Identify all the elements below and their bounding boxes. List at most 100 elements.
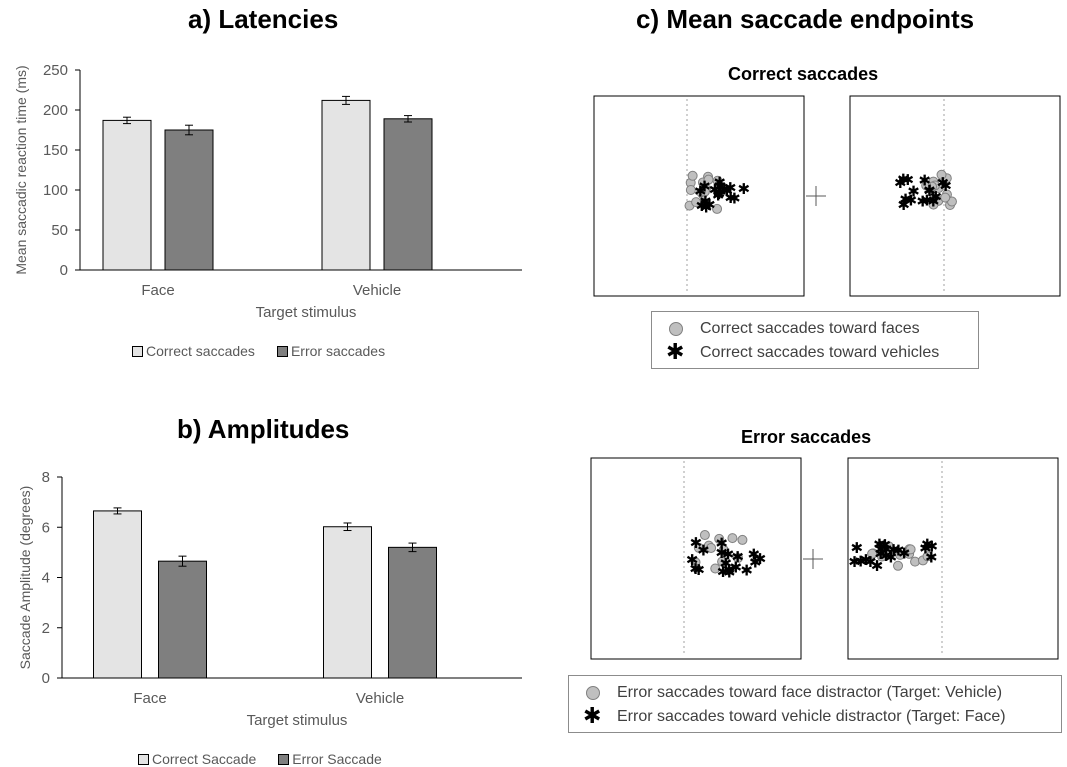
face-endpoint-marker — [867, 548, 878, 559]
x-tick-label: Vehicle — [353, 282, 401, 299]
vehicle-endpoint-marker: ✱ — [689, 560, 702, 578]
y-tick-label: 2 — [42, 620, 50, 637]
face-endpoint-marker — [922, 551, 933, 562]
legend-label-error-vehicle: Error saccades toward vehicle distractor… — [617, 708, 1006, 725]
face-endpoint-marker — [699, 530, 710, 541]
asterisk-marker-icon: ✱ — [666, 339, 685, 364]
face-endpoint-marker — [710, 563, 721, 574]
face-endpoint-marker — [940, 192, 951, 203]
bar — [321, 99, 371, 271]
vehicle-endpoint-marker: ✱ — [703, 196, 716, 214]
y-tick-label: 4 — [42, 570, 50, 587]
vehicle-endpoint-marker: ✱ — [929, 188, 942, 206]
face-endpoint-marker — [737, 534, 748, 545]
face-endpoint-marker — [691, 197, 702, 208]
face-endpoint-marker — [687, 170, 698, 181]
y-tick-label: 100 — [43, 182, 68, 199]
vehicle-endpoint-marker: ✱ — [871, 557, 884, 575]
face-endpoint-marker — [712, 203, 723, 214]
face-endpoint-marker — [893, 560, 904, 571]
vehicle-endpoint-marker: ✱ — [724, 189, 737, 207]
legend-label-correct: Correct saccades — [146, 343, 255, 359]
bar — [323, 526, 372, 679]
vehicle-endpoint-marker: ✱ — [724, 179, 737, 197]
y-tick-label: 6 — [42, 519, 50, 536]
face-endpoint-marker — [928, 199, 939, 210]
correct-endpoints-legend: Correct saccades toward faces ✱ Correct … — [651, 311, 979, 369]
bar — [158, 560, 207, 679]
x-tick-label: Face — [133, 690, 166, 707]
face-endpoint-marker — [706, 542, 717, 553]
x-axis-label: Target stimulus — [256, 304, 357, 321]
vehicle-endpoint-marker: ✱ — [854, 552, 867, 570]
legend-swatch-correct-saccade — [138, 753, 149, 765]
vehicle-endpoint-marker: ✱ — [714, 178, 727, 196]
vehicle-endpoint-marker: ✱ — [916, 193, 929, 211]
face-endpoint-marker — [717, 556, 728, 567]
face-endpoint-marker — [690, 557, 701, 568]
legend-item-error: Error saccades — [276, 343, 385, 359]
x-tick-label: Face — [141, 282, 174, 299]
panel-a-title: a) Latencies — [188, 4, 339, 34]
face-endpoint-marker — [714, 533, 725, 544]
vehicle-endpoint-marker: ✱ — [892, 542, 905, 560]
vehicle-endpoint-marker: ✱ — [894, 174, 907, 192]
legend-row-correct-faces: Correct saccades toward faces — [664, 319, 920, 339]
stimulus-frame — [849, 95, 1061, 297]
legend-item-correct: Correct saccades — [132, 343, 255, 359]
face-endpoint-marker — [727, 533, 738, 544]
vehicle-endpoint-marker: ✱ — [907, 183, 920, 201]
vehicle-endpoint-marker: ✱ — [864, 553, 877, 571]
y-tick-label: 50 — [51, 222, 68, 239]
face-endpoint-marker — [693, 542, 704, 553]
vehicle-endpoint-marker: ✱ — [697, 542, 710, 560]
face-endpoint-marker — [895, 549, 906, 560]
vehicle-endpoint-marker: ✱ — [740, 561, 753, 579]
vehicle-endpoint-marker: ✱ — [698, 177, 711, 195]
vehicle-endpoint-marker: ✱ — [898, 544, 911, 562]
vehicle-endpoint-marker: ✱ — [690, 534, 703, 552]
vehicle-endpoint-marker: ✱ — [715, 544, 728, 562]
vehicle-endpoint-marker: ✱ — [700, 199, 713, 217]
y-axis-label: Mean saccadic reaction time (ms) — [13, 65, 29, 274]
asterisk-marker-icon: ✱ — [583, 703, 602, 728]
error-saccades-subtitle: Error saccades — [741, 427, 872, 447]
vehicle-endpoint-marker: ✱ — [713, 178, 726, 196]
amplitude-legend: Correct Saccade Error Saccade — [138, 751, 404, 767]
vehicle-endpoint-marker: ✱ — [874, 541, 887, 559]
vehicle-endpoint-marker: ✱ — [939, 177, 952, 195]
vehicle-endpoint-marker: ✱ — [749, 554, 762, 572]
legend-row-error-vehicle: ✱ Error saccades toward vehicle distract… — [581, 703, 1006, 728]
vehicle-endpoint-marker: ✱ — [901, 171, 914, 189]
circle-marker-icon — [581, 683, 603, 703]
face-endpoint-marker — [936, 169, 947, 180]
legend-swatch-error — [276, 345, 288, 357]
face-endpoint-marker — [685, 184, 696, 195]
vehicle-endpoint-marker: ✱ — [905, 192, 918, 210]
vehicle-endpoint-marker: ✱ — [918, 171, 931, 189]
vehicle-endpoint-marker: ✱ — [899, 191, 912, 209]
bar — [102, 119, 152, 271]
vehicle-endpoint-marker: ✱ — [880, 540, 893, 558]
legend-label-correct-vehicles: Correct saccades toward vehicles — [700, 344, 940, 361]
y-axis-label: Saccade Amplitude (degrees) — [17, 486, 33, 670]
face-endpoint-marker — [905, 544, 916, 555]
y-tick-label: 8 — [42, 469, 50, 486]
vehicle-endpoint-marker: ✱ — [921, 192, 934, 210]
legend-label-error-face: Error saccades toward face distractor (T… — [617, 684, 1003, 701]
legend-item-error-saccade: Error Saccade — [278, 751, 382, 767]
y-tick-label: 0 — [42, 670, 50, 687]
panel-b-title: b) Amplitudes — [177, 414, 350, 444]
y-tick-label: 150 — [43, 142, 68, 159]
bar — [164, 129, 214, 271]
vehicle-endpoint-marker: ✱ — [722, 545, 735, 563]
legend-swatch-error-saccade — [278, 753, 290, 765]
legend-swatch-correct — [132, 345, 143, 357]
vehicle-endpoint-marker: ✱ — [885, 548, 898, 566]
vehicle-endpoint-marker: ✱ — [921, 536, 934, 554]
vehicle-endpoint-marker: ✱ — [937, 174, 950, 192]
vehicle-endpoint-marker: ✱ — [694, 183, 707, 201]
vehicle-endpoint-marker: ✱ — [699, 193, 712, 211]
vehicle-endpoint-marker: ✱ — [721, 182, 734, 200]
